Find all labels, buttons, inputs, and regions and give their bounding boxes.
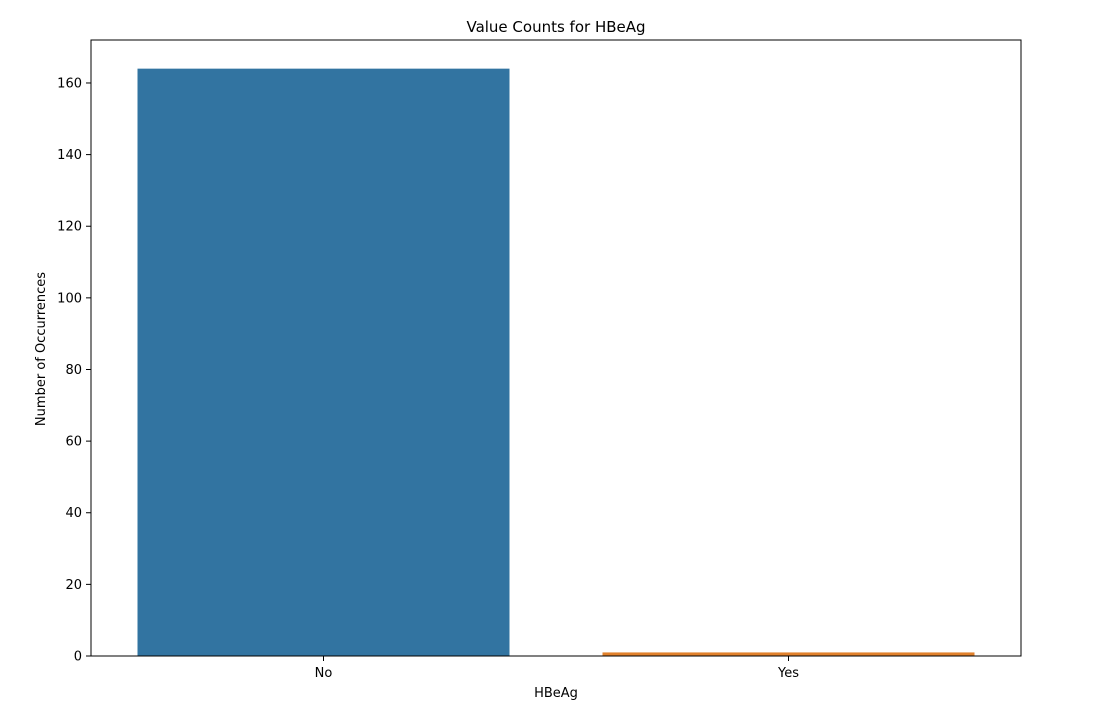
plot-area	[90, 39, 1022, 657]
y-tick-label: 0	[74, 650, 82, 665]
y-tick-label: 100	[57, 291, 82, 306]
bar-yes	[602, 652, 975, 656]
bar-no	[137, 68, 510, 656]
x-axis: No Yes	[315, 656, 799, 681]
x-tick-label: Yes	[777, 666, 799, 681]
y-tick-label: 160	[57, 76, 82, 91]
y-tick-label: 40	[65, 506, 82, 521]
plot-frame	[90, 39, 1022, 657]
y-tick-label: 60	[65, 435, 82, 450]
y-axis: 0 20 40 60 80 100 120 140 160	[57, 76, 91, 665]
y-tick-label: 140	[57, 148, 82, 163]
y-tick-label: 120	[57, 220, 82, 235]
x-axis-label: HBeAg	[534, 686, 578, 701]
x-tick-label: No	[315, 666, 333, 681]
y-tick-label: 80	[65, 363, 82, 378]
bars	[137, 68, 975, 656]
y-tick-label: 20	[65, 578, 82, 593]
y-axis-label: Number of Occurrences	[34, 272, 49, 426]
chart-title: Value Counts for HBeAg	[466, 18, 645, 36]
